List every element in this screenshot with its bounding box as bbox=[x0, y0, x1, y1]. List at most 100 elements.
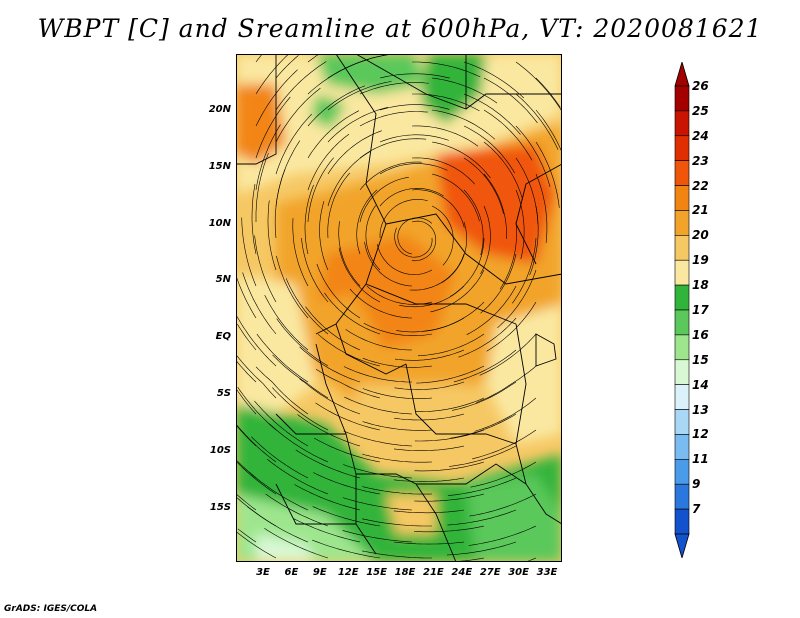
streamline bbox=[255, 153, 269, 222]
colorbar-swatch bbox=[674, 334, 690, 361]
streamline bbox=[254, 400, 309, 447]
streamline bbox=[301, 237, 329, 303]
streamline bbox=[267, 200, 277, 271]
streamline bbox=[412, 61, 481, 78]
streamline bbox=[474, 397, 537, 432]
map-canvas bbox=[236, 54, 562, 562]
streamline bbox=[431, 109, 496, 140]
lat-tick-label: 15N bbox=[208, 160, 231, 172]
streamline bbox=[483, 109, 533, 161]
streamline bbox=[237, 387, 277, 431]
streamline bbox=[312, 506, 381, 527]
colorbar-value-label: 17 bbox=[692, 303, 709, 317]
lon-tick-label: 30E bbox=[508, 567, 529, 578]
streamline bbox=[356, 189, 378, 255]
streamline bbox=[362, 550, 432, 559]
streamline bbox=[458, 317, 517, 358]
streamline bbox=[241, 217, 257, 287]
streamline bbox=[362, 357, 433, 368]
streamline bbox=[343, 366, 412, 383]
country-borders bbox=[236, 54, 562, 562]
streamline bbox=[394, 227, 433, 258]
streamline bbox=[255, 54, 263, 63]
streamline bbox=[394, 381, 465, 390]
streamline bbox=[304, 184, 314, 255]
lon-tick-label: 27E bbox=[479, 567, 501, 578]
streamline bbox=[411, 157, 475, 185]
streamline bbox=[393, 445, 465, 451]
lat-tick-label: 5N bbox=[215, 274, 231, 286]
lon-tick-label: 3E bbox=[256, 567, 270, 578]
colorbar-swatch bbox=[674, 235, 690, 261]
colorbar-value-label: 21 bbox=[692, 203, 709, 218]
lon-tick-label: 24E bbox=[451, 567, 473, 578]
streamline bbox=[515, 189, 525, 260]
streamline bbox=[294, 484, 361, 511]
streamline bbox=[417, 333, 485, 357]
colorbar-value-label: 12 bbox=[692, 427, 709, 442]
lon-tick-label: 33E bbox=[536, 567, 558, 578]
colorbar-value-label: 18 bbox=[692, 278, 709, 293]
colorbar-swatch bbox=[674, 185, 690, 211]
streamline bbox=[359, 82, 429, 95]
streamline bbox=[362, 388, 433, 399]
colorbar-swatch bbox=[674, 85, 690, 112]
streamline bbox=[297, 414, 361, 447]
streamline bbox=[480, 205, 491, 274]
streamline bbox=[413, 525, 485, 533]
streamline bbox=[411, 189, 465, 228]
streamline bbox=[466, 285, 517, 335]
streamline bbox=[307, 54, 319, 63]
streamline bbox=[359, 161, 422, 191]
streamline bbox=[299, 378, 361, 415]
streamline bbox=[480, 253, 517, 314]
streamline bbox=[338, 247, 381, 303]
colorbar-swatch bbox=[674, 309, 690, 336]
colorbar-swatch bbox=[674, 160, 690, 186]
streamline bbox=[295, 449, 361, 479]
streamline bbox=[414, 461, 485, 472]
map-plot bbox=[236, 54, 562, 562]
streamline bbox=[379, 187, 444, 207]
streamline bbox=[535, 173, 548, 243]
lat-tick-label: 20N bbox=[208, 104, 231, 115]
streamline bbox=[397, 217, 432, 255]
streamline bbox=[414, 493, 485, 502]
streamline bbox=[342, 497, 413, 511]
map-border bbox=[236, 54, 562, 562]
streamline bbox=[409, 253, 465, 291]
streamline bbox=[315, 402, 381, 431]
streamline bbox=[476, 365, 537, 403]
streamline bbox=[470, 461, 537, 488]
streamline bbox=[431, 141, 491, 179]
streamline bbox=[483, 141, 523, 200]
streamline bbox=[327, 107, 389, 143]
streamline bbox=[272, 354, 329, 399]
lon-tick-label: 18E bbox=[394, 567, 416, 578]
streamline bbox=[269, 423, 329, 463]
streamline bbox=[394, 349, 465, 361]
streamline bbox=[327, 151, 371, 207]
streamline bbox=[236, 360, 257, 383]
streamline bbox=[255, 54, 289, 95]
lon-tick-label: 9E bbox=[312, 567, 327, 578]
streamline bbox=[468, 525, 537, 546]
streamline bbox=[515, 125, 551, 187]
streamline bbox=[236, 531, 277, 559]
streamline bbox=[311, 539, 381, 559]
streamline bbox=[255, 366, 309, 415]
streamline bbox=[447, 509, 517, 526]
colorbar-swatch bbox=[674, 359, 690, 385]
streamline bbox=[264, 294, 309, 351]
streamline bbox=[255, 69, 298, 127]
wbpt-shading bbox=[236, 54, 562, 562]
streamline bbox=[251, 436, 309, 479]
lat-tick-label: 10N bbox=[208, 217, 231, 229]
colorbar-value-label: 7 bbox=[692, 502, 701, 517]
streamline bbox=[431, 173, 480, 222]
streamline bbox=[479, 333, 537, 376]
streamline bbox=[275, 87, 321, 143]
streamline bbox=[292, 218, 309, 287]
streamline bbox=[393, 541, 465, 545]
streamline bbox=[247, 506, 309, 543]
